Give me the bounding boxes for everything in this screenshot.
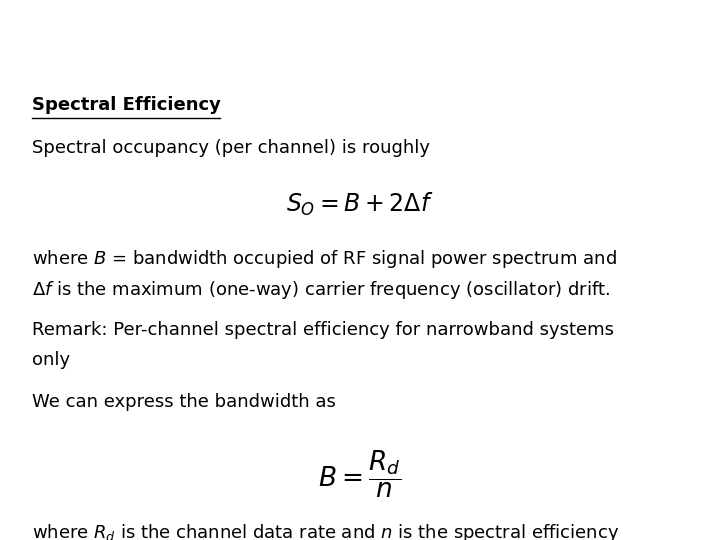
Text: Example Modulation Schemes for Wireless: Example Modulation Schemes for Wireless xyxy=(16,17,720,45)
Text: $\Delta f$ is the maximum (one-way) carrier frequency (oscillator) drift.: $\Delta f$ is the maximum (one-way) carr… xyxy=(32,279,611,301)
Text: Remark: Per-channel spectral efficiency for narrowband systems: Remark: Per-channel spectral efficiency … xyxy=(32,321,614,339)
Text: where $R_d$ is the channel data rate and $n$ is the spectral efficiency: where $R_d$ is the channel data rate and… xyxy=(32,522,619,540)
Text: Spectral occupancy (per channel) is roughly: Spectral occupancy (per channel) is roug… xyxy=(32,139,431,157)
Text: We can express the bandwidth as: We can express the bandwidth as xyxy=(32,393,336,411)
Text: $S_O = B + 2\Delta f$: $S_O = B + 2\Delta f$ xyxy=(287,191,433,218)
Text: where $B$ = bandwidth occupied of RF signal power spectrum and: where $B$ = bandwidth occupied of RF sig… xyxy=(32,248,617,271)
Text: Spectral Efficiency: Spectral Efficiency xyxy=(32,96,221,113)
Text: $B = \dfrac{R_d}{n}$: $B = \dfrac{R_d}{n}$ xyxy=(318,448,402,500)
Text: only: only xyxy=(32,351,71,369)
